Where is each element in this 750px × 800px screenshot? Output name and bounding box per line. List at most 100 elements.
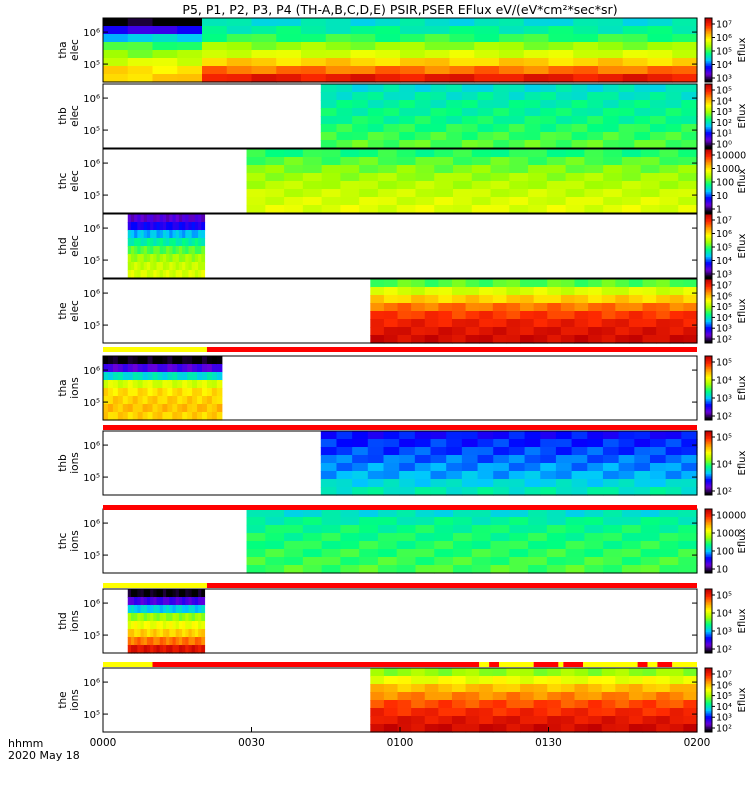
heatmap-cell xyxy=(336,124,353,133)
heatmap-cell xyxy=(157,412,163,421)
heatmap-cell xyxy=(399,108,416,117)
colorbar-step xyxy=(705,493,712,496)
colorbar-frame xyxy=(704,278,713,344)
heatmap-cell xyxy=(194,262,199,271)
heatmap-cell xyxy=(587,431,604,440)
heatmap-cell xyxy=(656,279,671,288)
heatmap-cell xyxy=(430,455,447,464)
heatmap-cell xyxy=(146,246,151,255)
heatmap-cell xyxy=(166,222,170,231)
colorbar-step xyxy=(705,119,712,122)
heatmap-cell xyxy=(411,303,426,312)
colorbar-step xyxy=(705,475,712,478)
heatmap-cell xyxy=(336,487,353,496)
colorbar-step xyxy=(705,72,712,75)
colorbar-step xyxy=(705,228,712,231)
heatmap-cell xyxy=(465,311,480,320)
heatmap-cell xyxy=(399,100,416,109)
heatmap-cell xyxy=(683,303,698,312)
heatmap-cell xyxy=(446,84,463,93)
heatmap-cell xyxy=(340,525,360,534)
heatmap-cell xyxy=(490,565,510,574)
heatmap-cell xyxy=(396,205,417,214)
heatmap-cell xyxy=(159,589,164,598)
heatmap-cell xyxy=(474,74,500,83)
heatmap-cell xyxy=(185,270,190,279)
heatmap-cell xyxy=(547,700,562,709)
heatmap-cell xyxy=(397,319,412,328)
heatmap-cell xyxy=(492,716,508,725)
heatmap-cell xyxy=(301,74,327,83)
heatmap-cell xyxy=(672,34,698,43)
heatmap-cell xyxy=(615,327,630,336)
heatmap-cell xyxy=(206,396,213,405)
heatmap-cell xyxy=(634,479,651,488)
colorbar-step xyxy=(705,273,712,276)
colorbar-step xyxy=(705,96,712,99)
flag-segment-yellow xyxy=(647,662,658,667)
colorbar-step xyxy=(705,700,712,703)
colorbar-tick-label: 10³ xyxy=(716,627,732,638)
heatmap-cell xyxy=(162,621,167,630)
colorbar-step xyxy=(705,359,712,362)
heatmap-cell xyxy=(528,533,548,542)
heatmap-cell xyxy=(321,509,341,518)
heatmap-cell xyxy=(415,205,435,214)
heatmap-cell xyxy=(434,549,454,558)
heatmap-cell xyxy=(465,335,480,344)
heatmap-cell xyxy=(647,26,673,35)
heatmap-cell xyxy=(162,254,167,263)
heatmap-cell xyxy=(584,533,604,542)
heatmap-cell xyxy=(574,295,589,304)
colorbar-step xyxy=(705,133,712,136)
heatmap-cell xyxy=(172,645,177,654)
heatmap-cell xyxy=(461,479,479,488)
heatmap-cell xyxy=(169,589,174,598)
colorbar-step xyxy=(705,211,712,214)
heatmap-cell xyxy=(206,412,213,421)
heatmap-cell xyxy=(146,605,151,614)
heatmap-cell xyxy=(142,412,149,421)
heatmap-cell xyxy=(336,108,353,117)
heatmap-cell xyxy=(130,222,135,231)
heatmap-cell xyxy=(152,396,159,405)
heatmap-cell xyxy=(187,364,193,373)
heatmap-cell xyxy=(167,356,173,365)
heatmap-cell xyxy=(206,388,213,397)
heatmap-cell xyxy=(647,74,673,83)
heatmap-cell xyxy=(681,116,698,125)
heatmap-cell xyxy=(499,26,525,35)
colorbar-step xyxy=(705,80,712,83)
colorbar-step xyxy=(705,185,712,188)
colorbar-step xyxy=(705,70,712,73)
heatmap-cell xyxy=(146,222,151,231)
heatmap-cell xyxy=(370,724,385,733)
colorbar-step xyxy=(705,341,712,344)
heatmap-cell xyxy=(683,724,698,733)
heatmap-cell xyxy=(134,230,138,239)
heatmap-cell xyxy=(397,692,412,701)
heatmap-cell xyxy=(150,613,154,622)
heatmap-cell xyxy=(415,517,435,526)
heatmap-cell xyxy=(284,533,304,542)
heatmap-cell xyxy=(192,356,198,365)
heatmap-cell xyxy=(216,356,223,365)
heatmap-cell xyxy=(461,100,479,109)
heatmap-cell xyxy=(506,676,521,685)
heatmap-cell xyxy=(603,181,623,190)
heatmap-cell xyxy=(603,197,623,206)
heatmap-cell xyxy=(603,189,623,198)
heatmap-cell xyxy=(621,165,642,174)
heatmap-cell xyxy=(656,311,671,320)
heatmap-cell xyxy=(618,116,635,125)
heatmap-cell xyxy=(137,613,142,622)
heatmap-cell xyxy=(352,92,369,101)
colorbar-step xyxy=(705,617,712,620)
colorbar-tick-label: 100 xyxy=(716,547,734,558)
heatmap-cell xyxy=(649,124,667,133)
heatmap-cell xyxy=(216,412,223,421)
heatmap-cell xyxy=(681,439,698,448)
colorbar-step xyxy=(705,266,712,269)
heatmap-cell xyxy=(540,100,557,109)
